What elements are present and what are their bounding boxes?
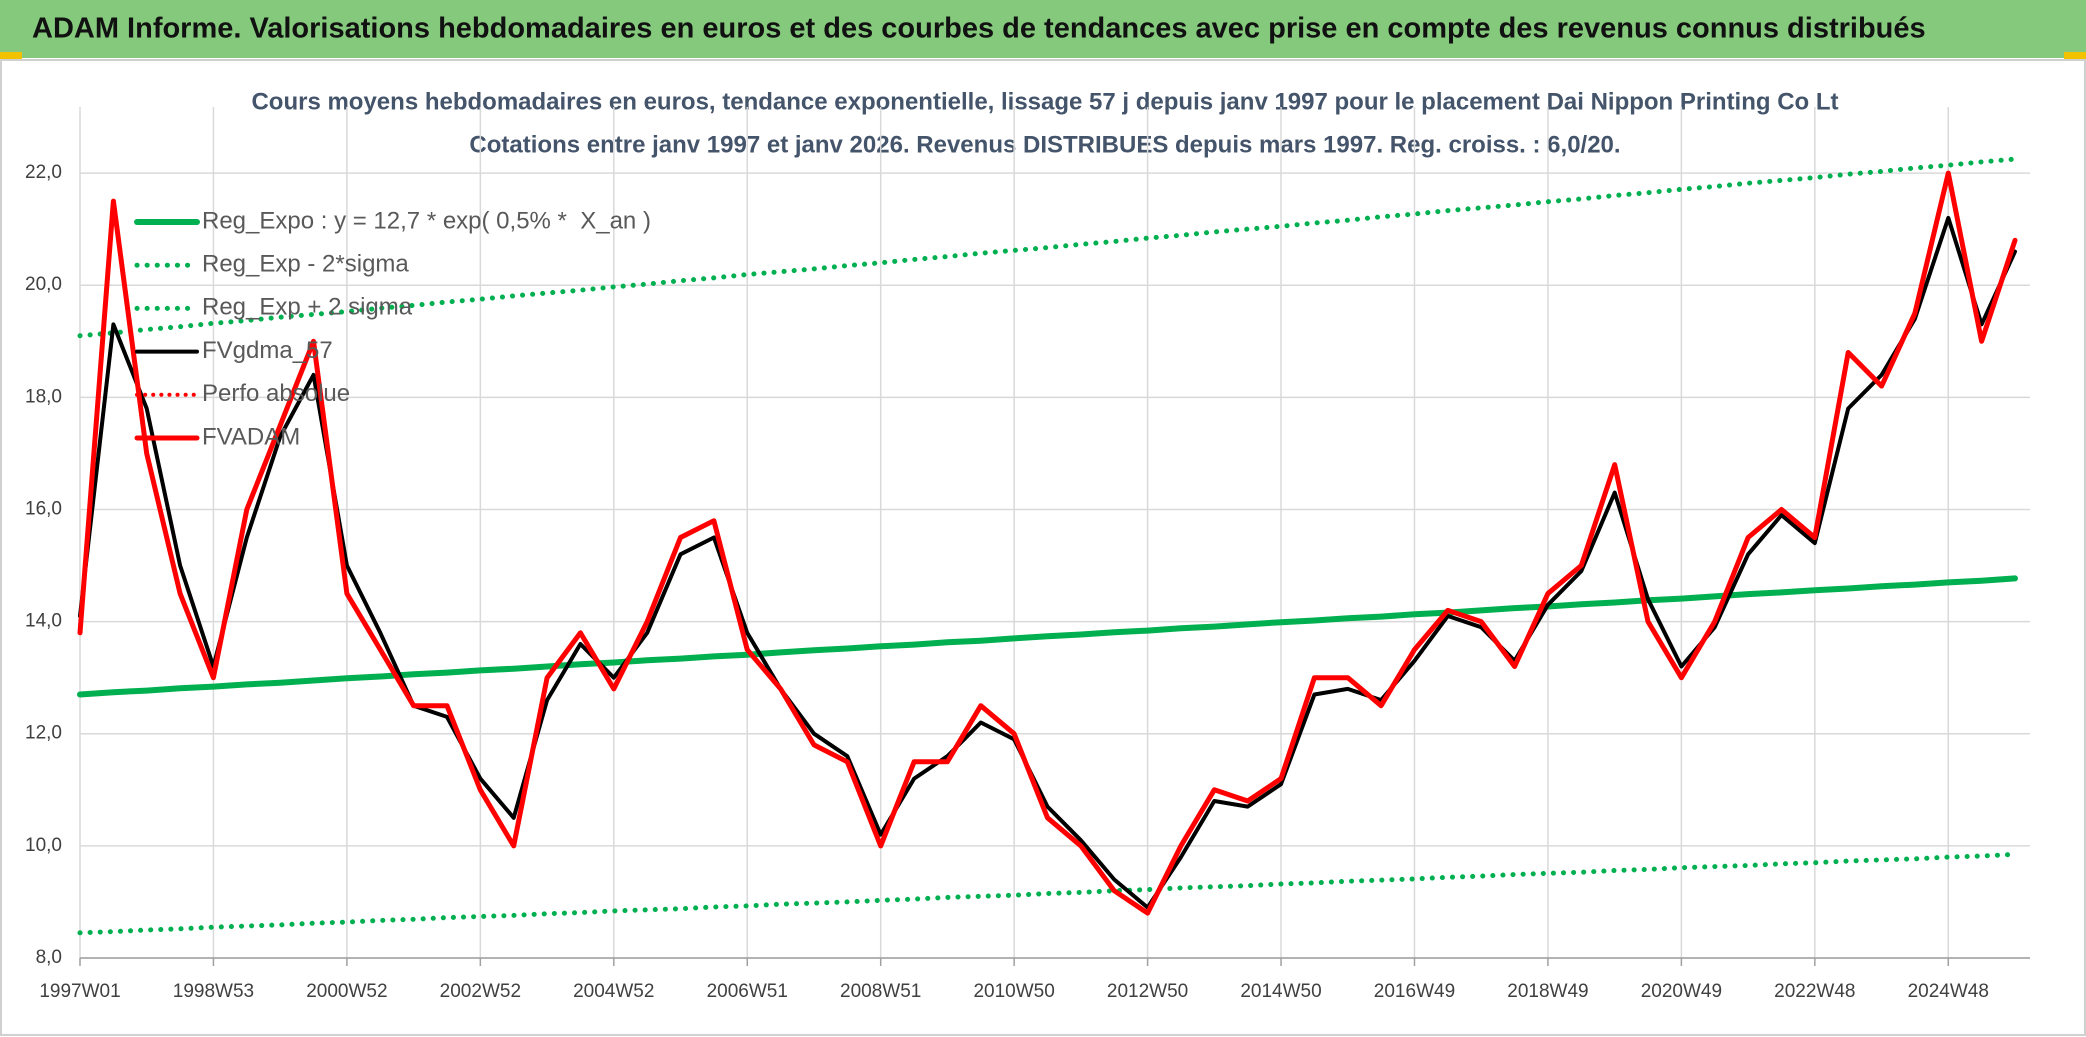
x-tick-label: 2022W48	[1774, 981, 1855, 1002]
chart-frame	[0, 59, 2086, 1036]
series-line	[77, 170, 2018, 916]
y-tick-label: 8,0	[36, 947, 62, 968]
corner	[2064, 52, 2086, 60]
legend-label: Reg_Expo : y = 12,7 * exp( 0,5% * X_an )	[202, 207, 651, 234]
series-line	[77, 851, 2018, 936]
x-tick-label: 1998W53	[173, 981, 254, 1002]
x-tick-label: 2024W48	[1908, 981, 1989, 1002]
x-tick-label: 1997W01	[39, 981, 120, 1002]
header-bar	[0, 0, 2086, 58]
x-tick-label: 2018W49	[1507, 981, 1588, 1002]
chart-title: Cours moyens hebdomadaires en euros, ten…	[251, 88, 1838, 115]
y-tick-label: 16,0	[25, 498, 62, 519]
x-tick-label: 2012W50	[1107, 981, 1188, 1002]
x-tick-label: 2006W51	[707, 981, 788, 1002]
x-tick-label: 2002W52	[440, 981, 521, 1002]
y-tick-label: 14,0	[25, 611, 62, 632]
legend-label: FVADAM	[202, 423, 300, 450]
chart-subtitle: Cotations entre janv 1997 et janv 2026. …	[469, 131, 1620, 158]
x-tick-label: 2010W50	[973, 981, 1054, 1002]
y-tick-label: 12,0	[25, 723, 62, 744]
corner	[0, 52, 22, 60]
header-title: ADAM Informe. Valorisations hebdomadaire…	[32, 13, 1926, 45]
y-tick-label: 22,0	[25, 162, 62, 183]
x-tick-label: 2020W49	[1641, 981, 1722, 1002]
x-tick-label: 2004W52	[573, 981, 654, 1002]
series-line	[77, 575, 2018, 698]
x-tick-label: 2000W52	[306, 981, 387, 1002]
y-tick-label: 10,0	[25, 835, 62, 856]
legend-label: Reg_Exp - 2*sigma	[202, 251, 409, 278]
series-line	[78, 215, 2017, 910]
x-tick-label: 2008W51	[840, 981, 921, 1002]
series-line	[77, 156, 2018, 339]
y-tick-label: 20,0	[25, 274, 62, 295]
x-tick-label: 2014W50	[1240, 981, 1321, 1002]
legend-label: FVgdma_57	[202, 337, 333, 364]
legend-label: Perfo absolue	[202, 380, 350, 407]
legend-label: Reg_Exp + 2 sigma	[202, 294, 413, 321]
x-tick-label: 2016W49	[1374, 981, 1455, 1002]
y-tick-label: 18,0	[25, 386, 62, 407]
